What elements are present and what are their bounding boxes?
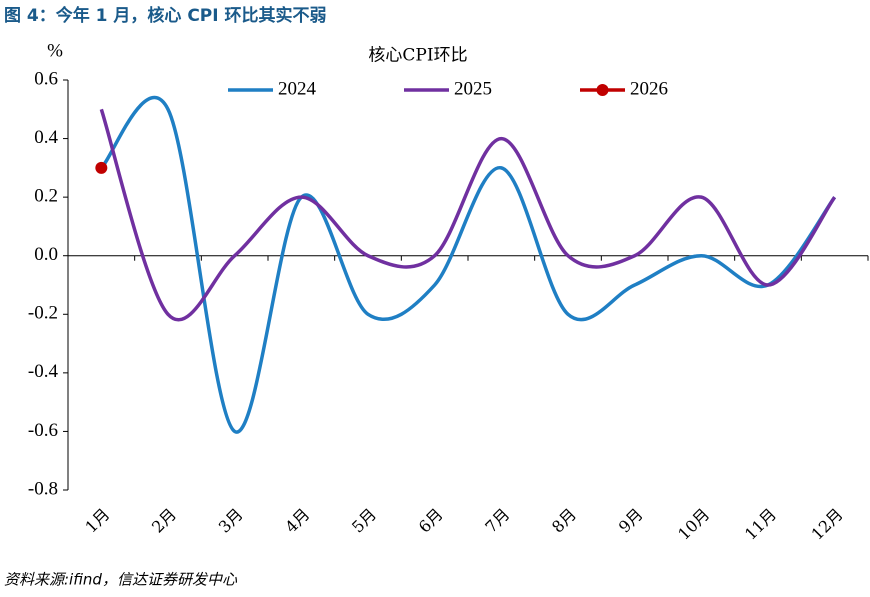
x-tick-label: 3月 [215,505,247,537]
y-tick-label: -0.4 [28,361,59,382]
legend-label: 2024 [278,78,317,99]
x-tick-label: 11月 [741,505,780,544]
series-line [100,96,837,434]
chart-title: 核心CPI环比 [368,46,467,66]
y-tick-label: 0.4 [34,127,58,148]
x-tick-label: 2月 [148,505,180,537]
y-tick-label: -0.2 [28,303,58,324]
y-tick-label: 0.6 [34,68,58,89]
x-tick-label: 6月 [415,505,447,537]
legend-marker [596,84,609,96]
x-tick-label: 5月 [348,505,380,537]
y-tick-label: -0.6 [28,420,58,441]
x-tick-label: 10月 [674,505,713,544]
source: 资料来源:ifind，信达证券研发中心 [4,571,238,589]
series-line [99,108,837,322]
legend-label: 2025 [454,78,492,99]
y-tick-label: -0.8 [28,478,58,499]
y-unit: % [47,40,63,61]
legend-label: 2026 [630,78,668,99]
figure-title: 图 4：今年 1 月，核心 CPI 环比其实不弱 [4,5,327,26]
x-tick-label: 7月 [481,505,513,537]
point [95,161,108,174]
x-tick-label: 8月 [548,505,580,537]
y-tick-label: 0.0 [34,244,58,265]
x-tick-label: 4月 [281,505,313,537]
y-tick-label: 0.2 [34,186,58,207]
x-tick-label: 9月 [615,505,647,537]
x-tick-label: 12月 [808,505,847,544]
x-tick-label: 1月 [81,505,113,537]
